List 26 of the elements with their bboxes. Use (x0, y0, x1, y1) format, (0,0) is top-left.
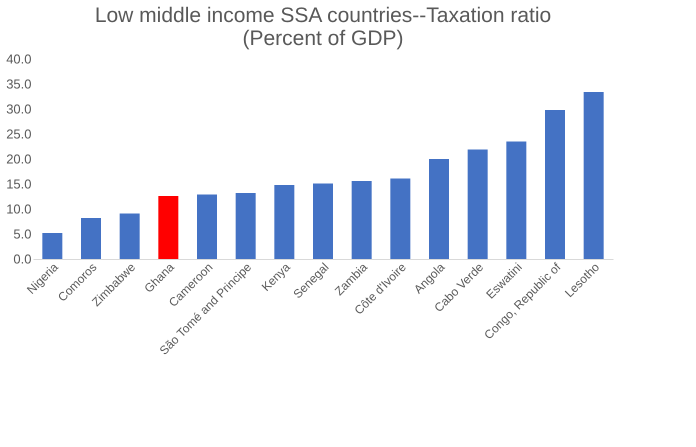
y-tick-label: 10.0 (6, 202, 32, 216)
text: (Percent of GDP) (242, 27, 404, 50)
y-tick-label: 0.0 (13, 252, 32, 266)
y-tick-label: 35.0 (6, 76, 32, 92)
bar (274, 185, 294, 259)
bar (236, 193, 256, 259)
y-tick-label: 25.0 (6, 126, 32, 142)
bar (429, 159, 449, 259)
bar (468, 150, 488, 259)
bar (584, 92, 604, 259)
bar (197, 194, 217, 259)
bar (313, 184, 333, 259)
y-tick-label: 5.0 (13, 226, 32, 242)
bar (42, 233, 62, 259)
y-tick-label: 20.0 (6, 152, 32, 166)
bar (120, 214, 140, 259)
y-tick-label: 40.0 (6, 52, 32, 66)
text: Low middle income SSA countries--Taxation ratio (94, 4, 552, 27)
bar (545, 110, 565, 259)
y-tick-label: 30.0 (6, 102, 32, 116)
bar (158, 196, 178, 259)
bar (390, 178, 410, 259)
bar (352, 181, 372, 259)
y-tick-label: 15.0 (6, 176, 32, 192)
bar (81, 218, 101, 259)
bar (506, 142, 526, 259)
